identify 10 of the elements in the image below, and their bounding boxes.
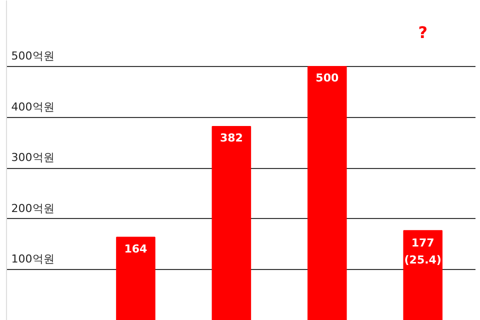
data-label: 164 xyxy=(124,242,148,256)
y-tick-label: 500억원 xyxy=(11,49,54,62)
y-tick-label: 300억원 xyxy=(11,151,54,164)
data-label: 177 (25.4) xyxy=(404,236,442,267)
data-label: 500 xyxy=(316,72,339,85)
y-tick-label: 100억원 xyxy=(11,252,54,266)
y-tick-label: 200억원 xyxy=(11,202,54,215)
data-label: 382 xyxy=(220,132,243,145)
y-tick-label: 400억원 xyxy=(11,100,54,114)
annotation: ? xyxy=(418,23,428,42)
